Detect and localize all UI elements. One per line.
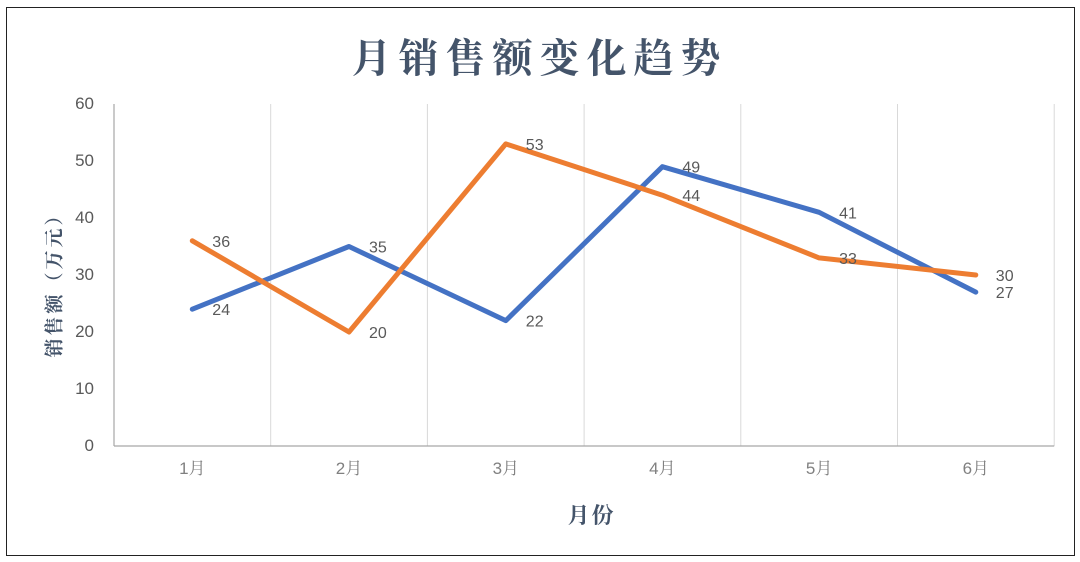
svg-text:5月: 5月 — [806, 459, 832, 478]
svg-text:41: 41 — [839, 205, 857, 222]
svg-text:10: 10 — [75, 379, 94, 398]
svg-text:30: 30 — [996, 268, 1014, 285]
svg-text:35: 35 — [369, 240, 387, 257]
svg-text:22: 22 — [526, 314, 544, 331]
svg-text:49: 49 — [682, 160, 700, 177]
svg-text:40: 40 — [75, 208, 94, 227]
svg-text:30: 30 — [75, 265, 94, 284]
svg-text:53: 53 — [526, 137, 544, 154]
svg-text:0: 0 — [85, 436, 94, 455]
svg-text:4月: 4月 — [649, 459, 675, 478]
svg-text:44: 44 — [682, 188, 700, 205]
svg-text:20: 20 — [75, 322, 94, 341]
svg-text:20: 20 — [369, 325, 387, 342]
svg-text:60: 60 — [75, 94, 94, 113]
svg-text:27: 27 — [996, 285, 1014, 302]
svg-text:2月: 2月 — [336, 459, 362, 478]
svg-text:33: 33 — [839, 251, 857, 268]
svg-text:36: 36 — [212, 234, 230, 251]
svg-text:3月: 3月 — [493, 459, 519, 478]
svg-text:50: 50 — [75, 151, 94, 170]
svg-text:6月: 6月 — [963, 459, 989, 478]
svg-text:1月: 1月 — [179, 459, 205, 478]
svg-text:24: 24 — [212, 302, 230, 319]
